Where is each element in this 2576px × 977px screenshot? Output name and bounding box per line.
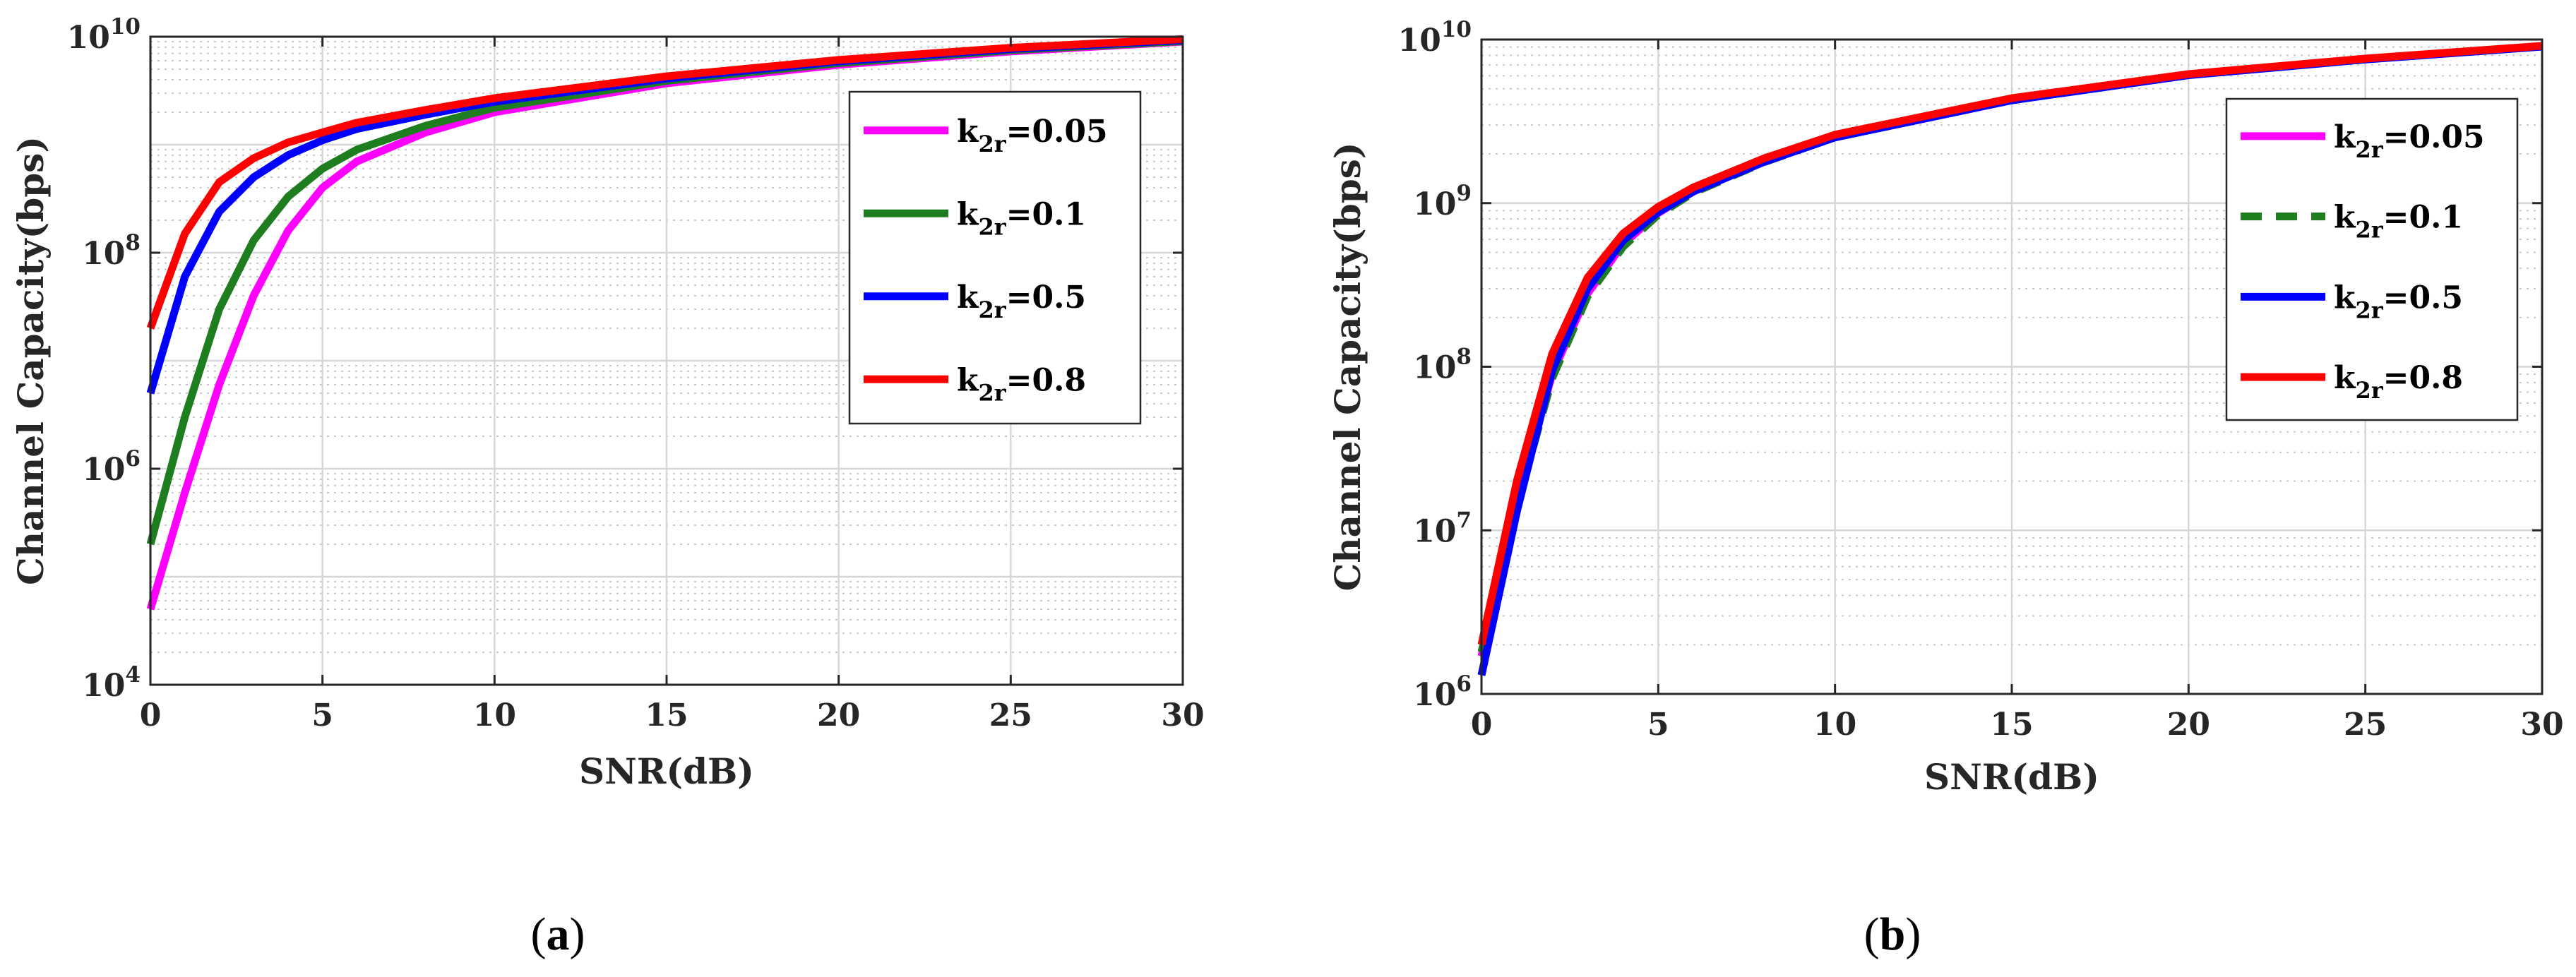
y-tick-exponent: 10 [110,14,141,40]
y-tick-exponent: 7 [1456,508,1472,533]
y-tick-label: 1010 [67,14,141,56]
legend-label-main: k [2334,280,2356,316]
y-tick-label: 108 [82,230,141,272]
panel-caption-open-paren: ( [531,909,547,960]
x-tick-label: 10 [473,697,516,733]
legend-label-value: =0.8 [1006,362,1086,398]
legend-box [848,90,1142,425]
legend-label-main: k [2334,200,2356,236]
legend-label-1: k2r=0.05 [957,114,1108,157]
legend-label-value: =0.8 [2383,360,2463,396]
y-tick-exponent: 8 [125,230,141,256]
chart-panel-b: 0 5 10 15 20 25 301061071081091010SNR(dB)Chann… [1327,17,2564,960]
legend-label-subscript: 2r [2356,296,2384,323]
y-tick-exponent: 10 [1441,17,1472,42]
legend-label-subscript: 2r [979,213,1007,240]
panel-caption-letter: b [1880,909,1906,960]
x-tick-label: 5 [311,697,333,733]
legend-label-main: k [957,196,979,232]
y-tick-base: 10 [1413,513,1456,549]
legend-label-2: k2r=0.1 [2334,200,2463,244]
y-tick-label: 104 [82,662,141,704]
legend-label-value: =0.5 [1006,280,1086,316]
y-tick-exponent: 6 [1456,671,1472,697]
y-tick-base: 10 [1413,186,1456,222]
panel-caption: (a) [531,909,585,960]
chart-panel-a: 0 5 10 15 20 25 301041061081010SNR(dB)Channel … [10,14,1205,960]
legend-label-4: k2r=0.8 [957,362,1086,406]
legend-box [2225,97,2519,421]
panel-caption-open-paren: ( [1864,909,1880,960]
x-tick-label: 25 [2344,707,2387,743]
x-tick-label: 5 [1647,707,1669,743]
legend-label-main: k [957,280,979,316]
x-tick-label: 20 [817,697,860,733]
y-tick-label: 106 [82,446,141,488]
x-axis-label: SNR(dB) [1924,756,2099,798]
x-axis-label: SNR(dB) [579,750,754,792]
legend-label-value: =0.05 [2383,119,2485,155]
y-tick-base: 10 [1413,677,1456,713]
panel-caption: (b) [1864,909,1921,960]
legend-label-main: k [957,362,979,398]
legend-label-3: k2r=0.5 [957,280,1086,323]
legend-label-4: k2r=0.8 [2334,360,2463,404]
legend-label-main: k [2334,360,2356,396]
y-tick-base: 10 [82,668,125,704]
legend-label-value: =0.05 [1006,114,1108,150]
y-tick-exponent: 6 [125,446,141,472]
y-tick-exponent: 9 [1456,181,1472,206]
legend-label-2: k2r=0.1 [957,196,1086,240]
legend-label-1: k2r=0.05 [2334,119,2485,163]
y-tick-label: 1010 [1398,17,1472,59]
x-tick-label: 30 [2520,707,2563,743]
legend-label-subscript: 2r [2356,377,2384,404]
y-axis-label: Channel Capacity(bps) [1327,143,1368,592]
legend-label-value: =0.1 [2383,200,2463,236]
x-tick-label: 25 [989,697,1032,733]
y-tick-label: 109 [1413,181,1472,222]
legend-label-subscript: 2r [979,131,1007,157]
series-line-4 [1477,42,2543,646]
x-tick-label: 15 [1990,707,2033,743]
legend-label-main: k [2334,119,2356,155]
y-tick-base: 10 [82,236,125,272]
y-axis-label: Channel Capacity(bps) [10,136,52,585]
y-tick-label: 108 [1413,344,1472,386]
y-tick-label: 107 [1413,508,1472,549]
y-tick-base: 10 [1398,23,1441,59]
legend-label-subscript: 2r [979,379,1007,406]
y-tick-base: 10 [1413,350,1456,386]
legend-label-value: =0.5 [2383,280,2463,316]
legend-label-value: =0.1 [1006,196,1086,232]
y-tick-base: 10 [67,20,110,56]
legend-label-subscript: 2r [2356,136,2384,163]
x-tick-label: 0 [140,697,162,733]
legend-label-subscript: 2r [2356,217,2384,244]
panel-caption-letter: a [547,909,570,960]
y-tick-base: 10 [82,452,125,488]
legend-label-main: k [957,114,979,150]
y-tick-exponent: 4 [125,662,141,688]
x-tick-label: 20 [2167,707,2210,743]
series-line-4 [146,35,1183,330]
panel-caption-close-paren: ) [1905,909,1921,960]
x-tick-label: 0 [1471,707,1493,743]
y-tick-exponent: 8 [1456,344,1472,370]
panel-caption-close-paren: ) [570,909,585,960]
x-tick-label: 10 [1813,707,1856,743]
legend-label-subscript: 2r [979,296,1007,323]
x-tick-label: 15 [645,697,688,733]
x-tick-label: 30 [1161,697,1204,733]
y-tick-label: 106 [1413,671,1472,713]
legend-label-3: k2r=0.5 [2334,280,2463,323]
